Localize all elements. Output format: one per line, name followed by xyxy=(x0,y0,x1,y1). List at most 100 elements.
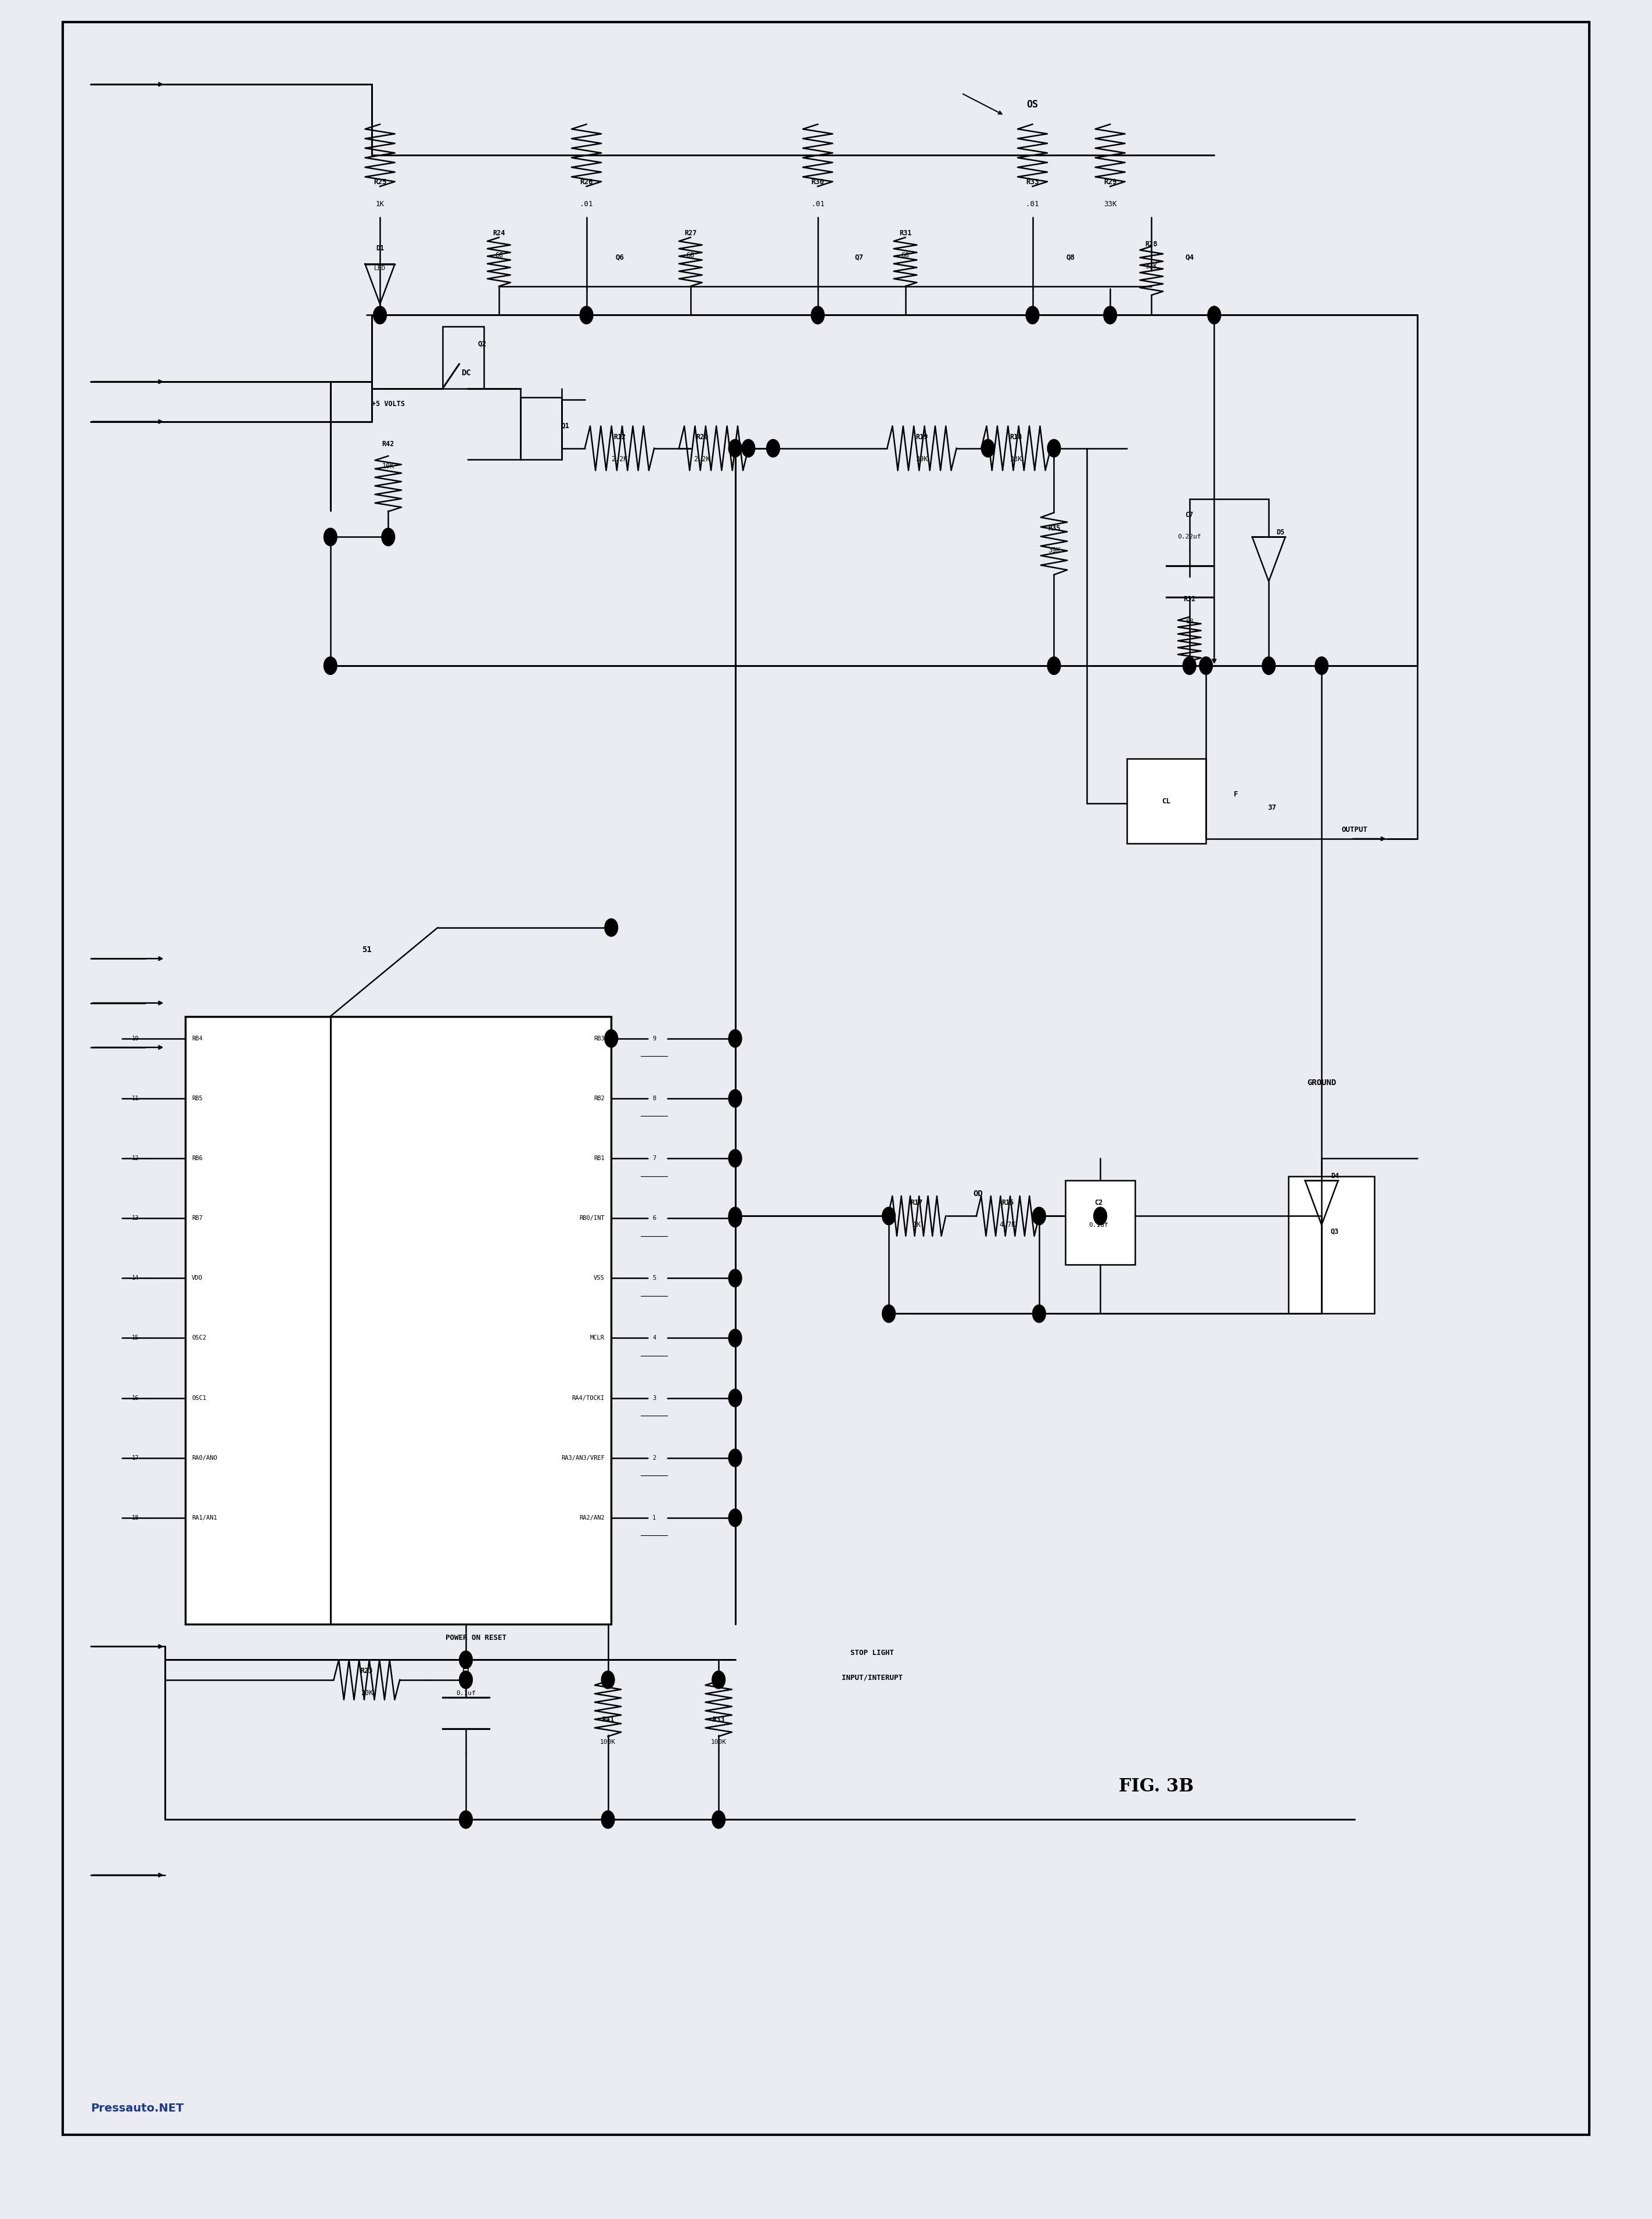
Text: Q4: Q4 xyxy=(1184,253,1194,262)
Text: 10: 10 xyxy=(132,1036,139,1041)
Text: LED: LED xyxy=(373,266,387,271)
Text: Q6: Q6 xyxy=(615,253,624,262)
Text: .01: .01 xyxy=(811,200,824,209)
Text: OSC2: OSC2 xyxy=(192,1336,207,1340)
Text: R20: R20 xyxy=(695,433,709,442)
Text: 39K: 39K xyxy=(1047,546,1061,555)
Text: 14: 14 xyxy=(132,1276,139,1280)
Text: RA4/TOCKI: RA4/TOCKI xyxy=(572,1396,605,1400)
Text: 8: 8 xyxy=(653,1096,656,1101)
Text: 0.22uf: 0.22uf xyxy=(1178,535,1201,539)
Text: 5: 5 xyxy=(653,1276,656,1280)
Text: OS: OS xyxy=(1026,100,1039,109)
Text: D4: D4 xyxy=(1330,1172,1340,1181)
Text: .01: .01 xyxy=(580,200,593,209)
Circle shape xyxy=(729,1030,742,1047)
Circle shape xyxy=(605,1030,618,1047)
Text: R35: R35 xyxy=(1047,524,1061,533)
Text: +5 VOLTS: +5 VOLTS xyxy=(372,399,405,408)
Text: Q1: Q1 xyxy=(560,422,570,430)
Circle shape xyxy=(605,919,618,936)
Text: 16: 16 xyxy=(132,1396,139,1400)
Circle shape xyxy=(1315,657,1328,675)
Text: INPUT/INTERUPT: INPUT/INTERUPT xyxy=(843,1673,902,1682)
Text: 4.7K: 4.7K xyxy=(999,1220,1016,1229)
Circle shape xyxy=(729,1207,742,1225)
Text: 6: 6 xyxy=(653,1216,656,1220)
Circle shape xyxy=(882,1207,895,1225)
Circle shape xyxy=(1183,657,1196,675)
Text: RA2/AN2: RA2/AN2 xyxy=(580,1516,605,1520)
Text: POWER ON RESET: POWER ON RESET xyxy=(446,1633,506,1642)
Circle shape xyxy=(1094,1207,1107,1225)
Text: 12: 12 xyxy=(132,1156,139,1161)
Text: 68: 68 xyxy=(686,251,695,260)
Text: R28: R28 xyxy=(1145,240,1158,249)
Circle shape xyxy=(1032,1207,1046,1225)
Text: RA1/AN1: RA1/AN1 xyxy=(192,1516,216,1520)
Circle shape xyxy=(580,306,593,324)
Text: GROUND: GROUND xyxy=(1307,1078,1336,1087)
Text: R12: R12 xyxy=(613,433,626,442)
Circle shape xyxy=(601,1671,615,1689)
Text: 51: 51 xyxy=(362,945,372,954)
Text: DC: DC xyxy=(461,368,471,377)
Text: R31: R31 xyxy=(899,229,912,237)
Text: 15: 15 xyxy=(132,1336,139,1340)
Text: STOP LIGHT: STOP LIGHT xyxy=(851,1649,894,1658)
Text: 37: 37 xyxy=(1267,803,1277,812)
Text: 10K: 10K xyxy=(382,462,395,470)
Text: 17: 17 xyxy=(132,1456,139,1460)
Text: VSS: VSS xyxy=(593,1276,605,1280)
Text: RB0/INT: RB0/INT xyxy=(580,1216,605,1220)
Text: VDO: VDO xyxy=(192,1276,203,1280)
Text: OSC1: OSC1 xyxy=(192,1396,207,1400)
Text: 7: 7 xyxy=(653,1156,656,1161)
Text: R15: R15 xyxy=(1001,1198,1014,1207)
Text: F: F xyxy=(1234,790,1237,799)
Circle shape xyxy=(811,306,824,324)
Text: R26: R26 xyxy=(580,178,593,186)
Text: R32: R32 xyxy=(1183,595,1196,604)
Circle shape xyxy=(324,657,337,675)
Text: 68: 68 xyxy=(1186,619,1193,624)
Text: R30: R30 xyxy=(811,178,824,186)
Circle shape xyxy=(601,1811,615,1828)
Text: Q2: Q2 xyxy=(477,340,487,348)
Circle shape xyxy=(459,1651,472,1669)
Circle shape xyxy=(729,1329,742,1347)
Text: 2: 2 xyxy=(653,1456,656,1460)
Text: 9: 9 xyxy=(653,1036,656,1041)
Text: 4: 4 xyxy=(653,1336,656,1340)
Bar xyxy=(443,326,484,388)
Text: 0.1uf: 0.1uf xyxy=(456,1691,476,1695)
Text: 33K: 33K xyxy=(1009,455,1023,464)
Text: RA3/AN3/VREF: RA3/AN3/VREF xyxy=(562,1456,605,1460)
Text: RA0/ANO: RA0/ANO xyxy=(192,1456,216,1460)
Text: RB3: RB3 xyxy=(593,1036,605,1041)
Text: R25: R25 xyxy=(373,178,387,186)
Circle shape xyxy=(767,439,780,457)
Circle shape xyxy=(1208,306,1221,324)
Circle shape xyxy=(712,1811,725,1828)
Text: 33K: 33K xyxy=(1104,200,1117,209)
Circle shape xyxy=(729,1509,742,1527)
Text: R33: R33 xyxy=(1026,178,1039,186)
Text: .01: .01 xyxy=(1026,200,1039,209)
Text: 39K: 39K xyxy=(915,455,928,464)
Circle shape xyxy=(1026,306,1039,324)
Text: C7: C7 xyxy=(1184,510,1194,519)
Circle shape xyxy=(729,1449,742,1467)
Circle shape xyxy=(729,1209,742,1227)
Text: 18: 18 xyxy=(132,1516,139,1520)
Text: RB7: RB7 xyxy=(192,1216,203,1220)
Circle shape xyxy=(459,1811,472,1828)
Text: D1: D1 xyxy=(375,244,385,253)
Text: CL: CL xyxy=(1161,797,1171,805)
Circle shape xyxy=(1199,657,1213,675)
Bar xyxy=(520,397,562,459)
Text: 33K: 33K xyxy=(1145,262,1158,271)
Text: RB4: RB4 xyxy=(192,1036,203,1041)
Circle shape xyxy=(742,439,755,457)
Text: R42: R42 xyxy=(382,439,395,448)
